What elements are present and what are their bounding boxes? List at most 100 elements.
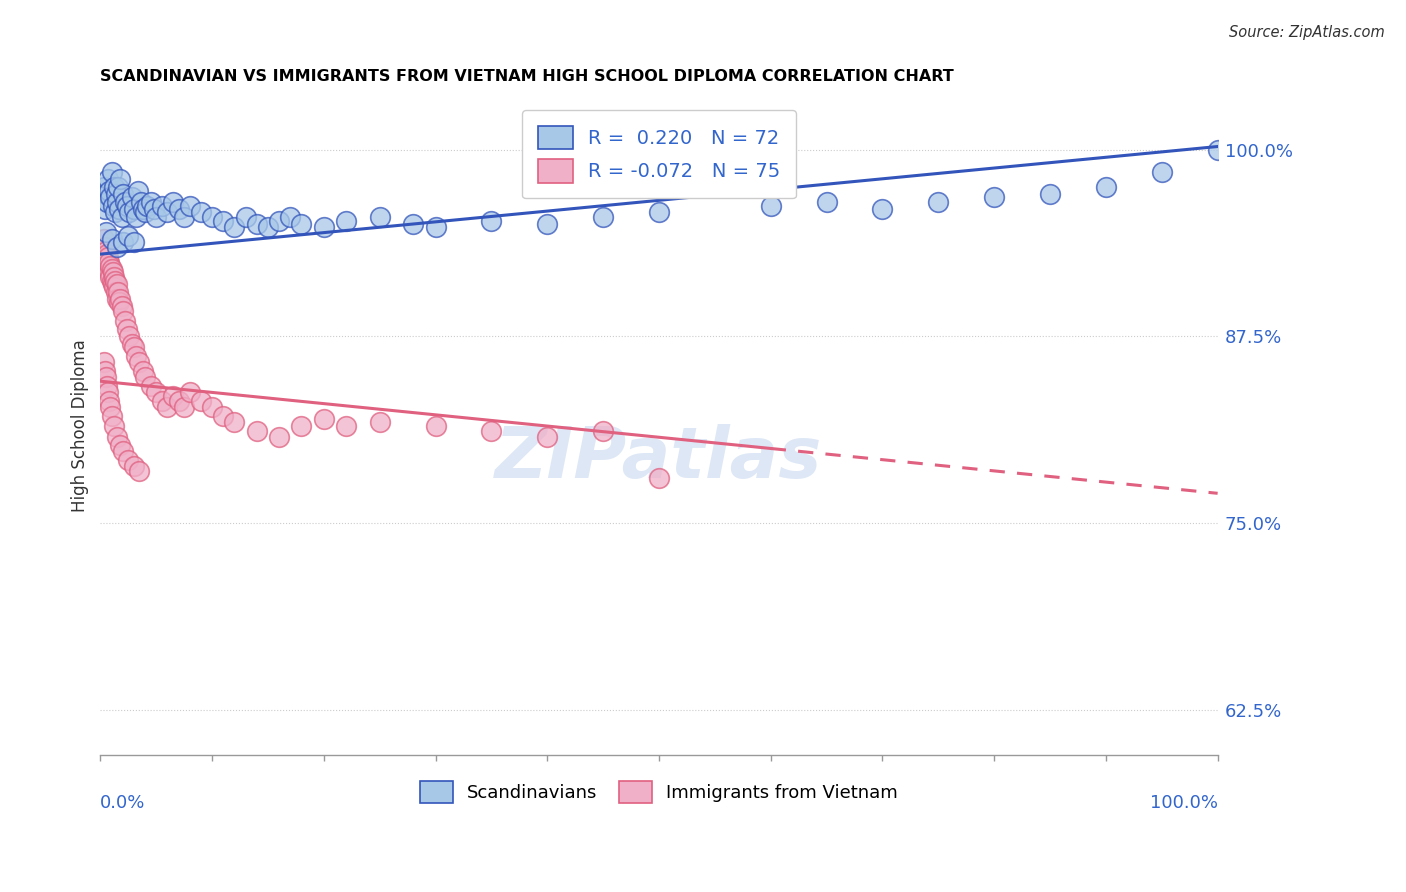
- Point: [103, 280, 125, 294]
- Text: SCANDINAVIAN VS IMMIGRANTS FROM VIETNAM HIGH SCHOOL DIPLOMA CORRELATION CHART: SCANDINAVIAN VS IMMIGRANTS FROM VIETNAM …: [100, 69, 955, 84]
- Point: [190, 393, 212, 408]
- Point: [425, 419, 447, 434]
- Point: [150, 199, 173, 213]
- Point: [122, 202, 145, 217]
- Point: [312, 220, 335, 235]
- Point: [167, 202, 190, 217]
- Point: [134, 205, 156, 219]
- Point: [128, 464, 150, 478]
- Point: [104, 187, 127, 202]
- Point: [927, 194, 949, 209]
- Point: [101, 265, 124, 279]
- Point: [93, 232, 115, 246]
- Point: [132, 202, 155, 217]
- Point: [402, 217, 425, 231]
- Point: [105, 429, 128, 443]
- Point: [111, 187, 134, 202]
- Point: [104, 274, 127, 288]
- Point: [105, 240, 128, 254]
- Point: [94, 364, 117, 378]
- Point: [127, 185, 149, 199]
- Point: [110, 300, 132, 314]
- Point: [117, 229, 139, 244]
- Point: [115, 199, 138, 213]
- Point: [110, 292, 132, 306]
- Point: [101, 199, 124, 213]
- Point: [94, 369, 117, 384]
- Point: [111, 304, 134, 318]
- Point: [269, 214, 291, 228]
- Point: [132, 364, 155, 378]
- Point: [110, 210, 132, 224]
- Point: [592, 424, 614, 438]
- Point: [100, 165, 122, 179]
- Point: [648, 471, 671, 485]
- Point: [224, 220, 246, 235]
- Point: [97, 172, 120, 186]
- Y-axis label: High School Diploma: High School Diploma: [72, 340, 89, 512]
- Point: [246, 217, 269, 231]
- Point: [592, 210, 614, 224]
- Point: [368, 415, 391, 429]
- Point: [136, 199, 159, 213]
- Point: [257, 220, 280, 235]
- Point: [224, 415, 246, 429]
- Point: [94, 254, 117, 268]
- Point: [179, 384, 201, 399]
- Point: [290, 419, 312, 434]
- Point: [179, 199, 201, 213]
- Point: [111, 444, 134, 458]
- Point: [173, 210, 195, 224]
- Point: [118, 329, 141, 343]
- Point: [162, 389, 184, 403]
- Point: [100, 269, 122, 284]
- Point: [173, 400, 195, 414]
- Point: [872, 202, 894, 217]
- Point: [94, 202, 117, 217]
- Point: [201, 210, 224, 224]
- Point: [145, 210, 167, 224]
- Point: [108, 202, 131, 217]
- Point: [139, 194, 162, 209]
- Point: [97, 262, 120, 277]
- Point: [121, 190, 143, 204]
- Text: Source: ZipAtlas.com: Source: ZipAtlas.com: [1229, 25, 1385, 40]
- Point: [93, 355, 115, 369]
- Point: [290, 217, 312, 231]
- Point: [115, 322, 138, 336]
- Point: [134, 369, 156, 384]
- Point: [246, 424, 269, 438]
- Point: [150, 393, 173, 408]
- Point: [104, 285, 127, 299]
- Point: [201, 400, 224, 414]
- Point: [125, 349, 148, 363]
- Point: [94, 244, 117, 259]
- Point: [122, 459, 145, 474]
- Point: [212, 409, 235, 423]
- Point: [114, 314, 136, 328]
- Point: [107, 180, 129, 194]
- Point: [107, 285, 129, 299]
- Point: [105, 194, 128, 209]
- Point: [335, 419, 357, 434]
- Point: [103, 269, 125, 284]
- Point: [110, 172, 132, 186]
- Point: [128, 355, 150, 369]
- Point: [96, 194, 118, 209]
- Point: [100, 262, 122, 277]
- Point: [145, 384, 167, 399]
- Point: [759, 199, 782, 213]
- Point: [94, 187, 117, 202]
- Point: [156, 205, 179, 219]
- Point: [117, 453, 139, 467]
- Point: [122, 235, 145, 250]
- Point: [129, 194, 152, 209]
- Point: [105, 277, 128, 291]
- Point: [122, 340, 145, 354]
- Point: [815, 194, 838, 209]
- Point: [105, 292, 128, 306]
- Point: [97, 384, 120, 399]
- Point: [536, 217, 558, 231]
- Text: 100.0%: 100.0%: [1150, 795, 1218, 813]
- Point: [121, 336, 143, 351]
